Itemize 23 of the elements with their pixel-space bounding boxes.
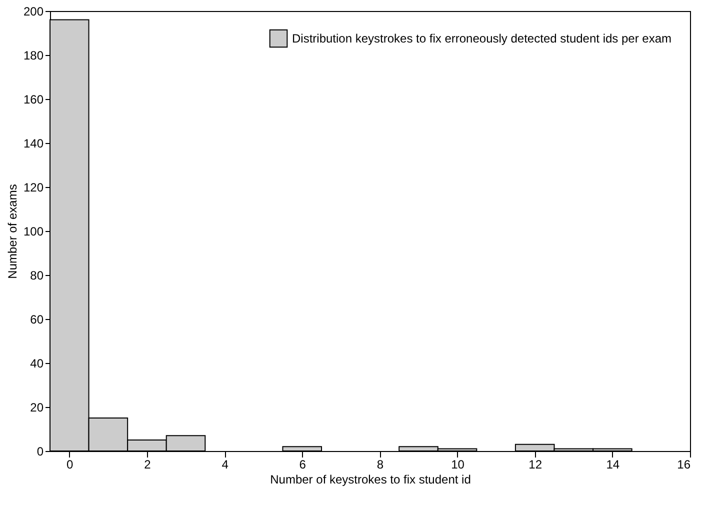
y-tick-label: 180 <box>23 48 44 62</box>
y-tick-label: 0 <box>36 444 44 458</box>
y-tick-label: 20 <box>30 400 44 414</box>
x-tick-label: 8 <box>376 458 384 472</box>
y-tick-label: 40 <box>30 356 44 370</box>
x-tick-label: 6 <box>299 458 306 472</box>
y-axis-title: Number of exams <box>5 184 20 279</box>
x-tick-label: 10 <box>451 458 465 472</box>
y-tick-label: 160 <box>23 92 44 106</box>
y-tick-label: 120 <box>23 180 44 194</box>
x-tick-label: 16 <box>677 458 691 472</box>
x-tick-label: 2 <box>144 458 152 472</box>
y-tick-label: 200 <box>23 4 44 18</box>
x-axis-title: Number of keystrokes to fix student id <box>270 472 471 486</box>
x-tick-label: 14 <box>606 458 620 472</box>
legend-label: Distribution keystrokes to fix erroneously detected student ids per exam <box>292 32 672 46</box>
y-tick-label: 100 <box>23 224 44 238</box>
y-tick-label: 80 <box>30 268 44 282</box>
y-tick-label: 140 <box>23 136 44 150</box>
x-tick-label: 12 <box>528 458 542 472</box>
x-tick-label: 0 <box>66 458 74 472</box>
y-tick-label: 60 <box>30 312 44 326</box>
x-tick-label: 4 <box>222 458 229 472</box>
